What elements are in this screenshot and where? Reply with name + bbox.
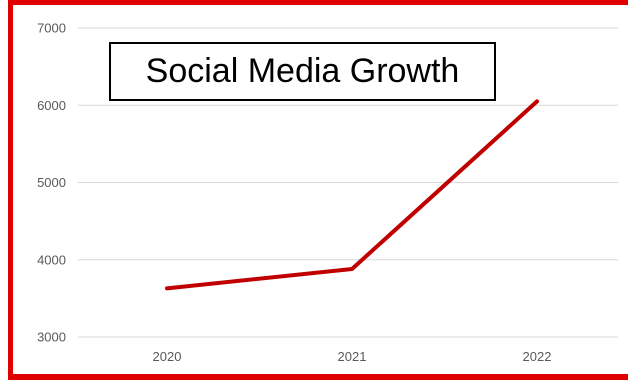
series-line-0 [165, 99, 539, 291]
y-tick-label: 4000 [37, 252, 66, 267]
y-tick-label: 3000 [37, 330, 66, 345]
y-tick-label: 5000 [37, 175, 66, 190]
y-tick-label: 6000 [37, 98, 66, 113]
y-tick-label: 7000 [37, 21, 66, 36]
chart-title: Social Media Growth [145, 52, 460, 90]
frame-border-bottom [8, 374, 628, 380]
gridlines [78, 27, 618, 338]
x-tick-label: 2020 [153, 349, 182, 364]
x-tick-label: 2022 [523, 349, 552, 364]
data-series [165, 99, 539, 291]
frame-border-top [8, 0, 628, 5]
x-tick-label: 2021 [338, 349, 367, 364]
chart-title-box: Social Media Growth [109, 42, 496, 101]
frame-border-left [8, 0, 13, 380]
axis-labels: 3000 4000 5000 6000 7000 2020 2021 2022 [37, 21, 551, 365]
